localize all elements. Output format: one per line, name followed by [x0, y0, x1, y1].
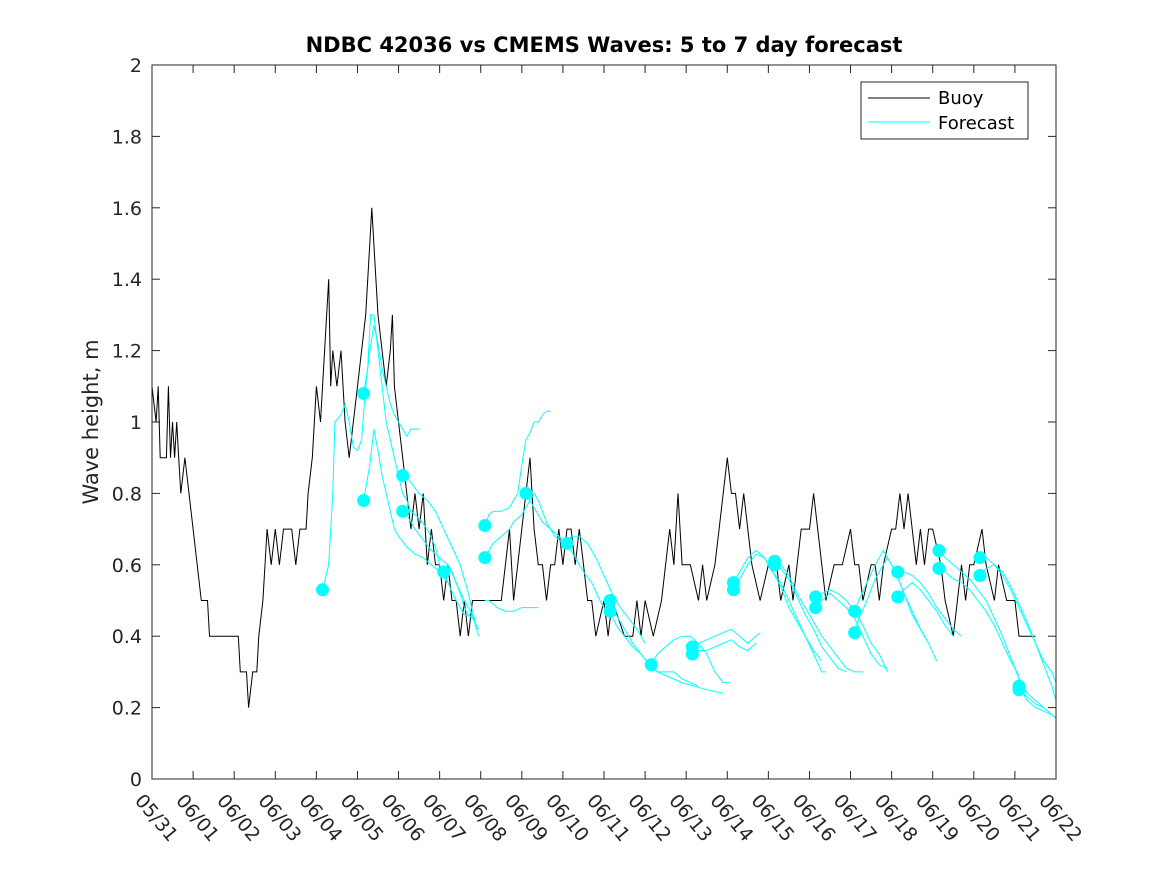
chart-title: NDBC 42036 vs CMEMS Waves: 5 to 7 day fo… — [306, 33, 903, 57]
forecast-run-line — [854, 556, 930, 644]
forecast-start-marker — [848, 626, 862, 640]
forecast-run-line — [566, 535, 646, 644]
buoy-series-line — [151, 207, 1036, 708]
plot-area — [152, 65, 1056, 779]
forecast-run-line — [484, 600, 539, 612]
y-tick-label: 1.4 — [112, 269, 142, 291]
forecast-start-marker — [357, 494, 371, 508]
y-axis-label: Wave height, m — [79, 339, 103, 504]
forecast-run-line — [980, 557, 1057, 683]
forecast-start-marker — [932, 561, 946, 575]
forecast-start-marker — [603, 604, 617, 618]
axis-ticks — [151, 64, 1057, 780]
forecast-start-marker — [316, 583, 330, 597]
forecast-run-line — [402, 475, 478, 630]
y-tick-label: 0.8 — [112, 483, 142, 505]
forecast-run-line — [815, 589, 888, 673]
forecast-start-marker — [932, 544, 946, 558]
forecast-start-marker — [809, 601, 823, 615]
forecast-run-line — [938, 550, 1057, 719]
forecast-run-line — [322, 325, 420, 590]
forecast-run-line — [402, 510, 480, 637]
forecast-run-line — [897, 571, 962, 637]
forecast-run-line — [732, 553, 823, 662]
forecast-run-line — [692, 628, 761, 648]
forecast-run-line — [979, 564, 1057, 701]
forecast-start-marker — [685, 647, 699, 661]
y-tick-label: 0.6 — [112, 555, 142, 577]
y-axis-tick-labels: 0 0.2 0.4 0.6 0.8 1 1.2 1.4 1.6 1.8 2 — [112, 55, 142, 791]
series-layer — [151, 207, 1057, 719]
forecast-start-marker — [973, 569, 987, 583]
forecast-run-line — [774, 564, 847, 673]
y-tick-label: 2 — [130, 55, 142, 77]
forecast-start-marker — [396, 504, 410, 518]
y-tick-label: 0.4 — [112, 626, 142, 648]
forecast-start-marker — [437, 565, 451, 579]
forecast-start-marker — [478, 519, 492, 533]
y-tick-label: 0.2 — [112, 698, 142, 720]
y-tick-label: 1.6 — [112, 198, 142, 220]
forecast-start-marker — [519, 486, 533, 500]
forecast-run-line — [363, 314, 449, 583]
forecast-start-marker — [603, 594, 617, 607]
forecast-run-line — [609, 611, 724, 694]
legend-buoy-label: Buoy — [938, 88, 984, 109]
forecast-start-marker — [891, 565, 905, 579]
y-tick-label: 1.2 — [112, 341, 142, 363]
forecast-run-line — [692, 639, 757, 655]
forecast-start-marker — [809, 590, 823, 604]
forecast-run-line — [484, 492, 572, 558]
forecast-start-marker — [726, 583, 740, 597]
forecast-run-line — [938, 567, 1020, 676]
y-tick-label: 1.8 — [112, 126, 142, 148]
forecast-run-line — [732, 549, 826, 673]
forecast-start-marker — [644, 658, 658, 672]
forecast-start-marker — [478, 551, 492, 565]
forecast-start-marker — [891, 590, 905, 604]
forecast-run-line — [484, 410, 551, 526]
legend: Buoy Forecast — [860, 81, 1029, 140]
forecast-run-line — [650, 635, 730, 684]
forecast-run-line — [363, 429, 477, 619]
forecast-start-marker — [357, 386, 371, 400]
forecast-run-line — [897, 581, 954, 637]
forecast-start-marker — [396, 469, 410, 483]
forecast-run-line — [443, 563, 480, 630]
plot-frame — [151, 64, 1057, 780]
forecast-run-line — [525, 493, 605, 608]
legend-box — [860, 81, 1029, 140]
legend-forecast-label: Forecast — [938, 113, 1014, 134]
forecast-start-marker — [848, 604, 862, 618]
forecast-start-marker — [560, 536, 574, 550]
forecast-start-marker — [768, 558, 782, 572]
forecast-run-line — [1018, 685, 1057, 719]
y-tick-label: 0 — [130, 769, 142, 791]
forecast-run-line — [774, 560, 863, 673]
forecast-start-marker — [973, 551, 987, 565]
y-tick-label: 1 — [130, 412, 142, 434]
forecast-start-marker — [1012, 683, 1026, 697]
